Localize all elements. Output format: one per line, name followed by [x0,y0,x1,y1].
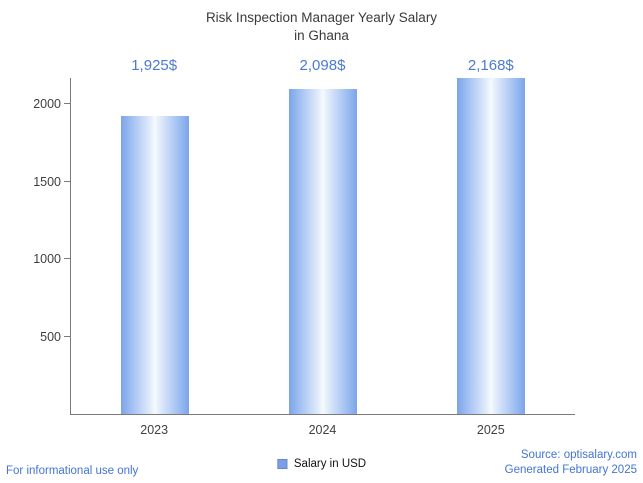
footer-source: Source: optisalary.com Generated Februar… [505,448,637,479]
chart-title: Risk Inspection Manager Yearly Salary in… [0,0,643,45]
bar[interactable] [121,116,189,415]
footer-source-line: Source: optisalary.com [520,448,637,461]
legend-swatch-icon [276,459,287,469]
x-axis-label: 2025 [476,423,505,438]
bar-column [71,78,239,415]
y-tick-mark [64,180,71,182]
legend: Salary in USD [276,458,367,470]
x-axis-labels: 2023 2024 2025 [70,423,575,437]
bar[interactable] [457,78,525,415]
plot-area: 500 1000 1500 2000 [33,78,575,416]
y-tick-mark [64,335,71,337]
chart-title-line2: in Ghana [294,28,349,44]
y-tick-mark [64,103,71,105]
y-tick-label: 1000 [33,252,61,267]
x-axis-label: 2023 [140,423,169,438]
footer-disclaimer: For informational use only [6,465,139,477]
y-tick-mark [64,258,71,260]
bar-value-labels: 1,925$ 2,098$ 2,168$ [70,57,575,74]
bar-column [407,78,575,415]
x-axis-label: 2024 [308,423,337,438]
y-tick-label: 2000 [33,97,61,112]
bar[interactable] [289,89,357,415]
bar-column [239,78,407,415]
chart-title-line1: Risk Inspection Manager Yearly Salary [205,10,438,25]
y-tick-label: 1500 [33,174,61,189]
legend-label: Salary in USD [293,458,367,470]
bar-value-label: 2,098$ [299,57,346,75]
y-tick-label: 500 [40,329,61,344]
bar-value-label: 2,168$ [467,57,514,75]
footer-generated-line: Generated February 2025 [504,464,637,477]
bar-value-label: 1,925$ [131,57,178,75]
